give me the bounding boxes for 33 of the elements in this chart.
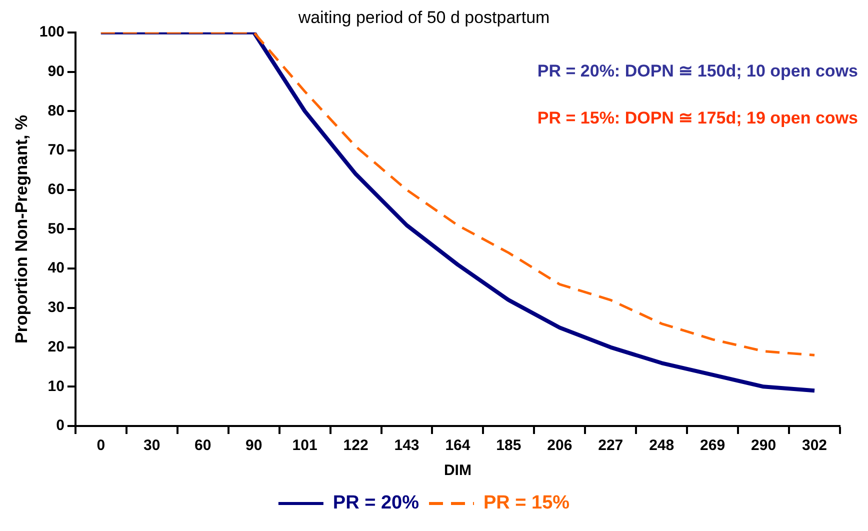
x-tick-label: 0 bbox=[96, 437, 106, 454]
x-tick-label: 290 bbox=[751, 437, 776, 454]
y-tick-label: 40 bbox=[48, 260, 64, 277]
x-tick-label: 101 bbox=[292, 437, 318, 454]
x-tick-label: 143 bbox=[394, 437, 420, 454]
x-tick-label: 60 bbox=[194, 437, 212, 454]
y-tick-label: 20 bbox=[48, 338, 64, 356]
y-tick-label: 30 bbox=[48, 299, 64, 316]
y-axis-title: Proportion Non-Pregnant, % bbox=[12, 114, 31, 344]
y-tick-label: 10 bbox=[48, 378, 64, 395]
x-tick-label: 30 bbox=[144, 437, 160, 454]
annotation: PR = 20%: DOPN ≅ 150d; 10 open cows bbox=[537, 61, 858, 80]
y-tick-label: 50 bbox=[48, 220, 64, 238]
x-tick-label: 269 bbox=[700, 437, 726, 454]
annotation: PR = 15%: DOPN ≅ 175d; 19 open cows bbox=[537, 108, 858, 128]
legend-label: PR = 20% bbox=[332, 492, 420, 514]
x-tick-label: 206 bbox=[547, 437, 572, 454]
x-tick-label: 164 bbox=[445, 437, 471, 454]
y-tick-label: 60 bbox=[48, 180, 64, 198]
x-axis-title: DIM bbox=[444, 462, 472, 480]
y-tick-label: 90 bbox=[48, 62, 64, 80]
x-tick-label: 185 bbox=[496, 437, 522, 454]
y-tick-label: 100 bbox=[39, 24, 64, 41]
chart-title: waiting period of 50 d postpartum bbox=[297, 8, 550, 27]
x-tick-label: 227 bbox=[598, 437, 624, 454]
x-tick-label: 122 bbox=[343, 437, 368, 454]
x-tick-label: 302 bbox=[802, 437, 828, 454]
y-tick-label: 70 bbox=[48, 142, 64, 159]
y-tick-label: 80 bbox=[48, 102, 64, 120]
y-tick-label: 0 bbox=[56, 417, 64, 434]
x-tick-label: 90 bbox=[245, 437, 262, 454]
legend-label: PR = 15% bbox=[484, 492, 570, 514]
x-tick-label: 248 bbox=[649, 437, 674, 454]
